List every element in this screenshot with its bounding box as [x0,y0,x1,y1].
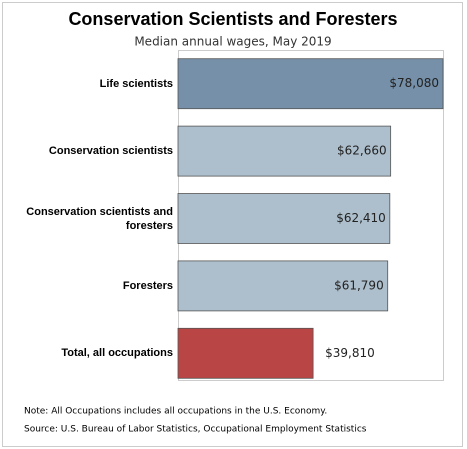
bar [177,193,391,244]
note: Source: U.S. Bureau of Labor Statistics,… [24,425,367,435]
value-label: $39,810 [325,346,375,360]
bar [177,260,389,312]
value-label: $62,410 [336,211,386,225]
value-label: $62,660 [337,144,387,158]
bar [177,125,392,177]
category-label: Life scientists [99,77,173,90]
value-label: $78,080 [389,76,439,90]
category-label: Foresters [122,279,173,292]
value-label: $61,790 [334,278,384,292]
category-label: Conservation scientists and foresters [26,205,173,232]
chart-title: Conservation Scientists and Foresters [68,9,397,29]
chart-subtitle: Median annual wages, May 2019 [134,35,331,49]
category-label: Conservation scientists [48,145,173,158]
bar [177,327,314,379]
category-label: Total, all occupations [61,347,173,360]
bar [177,58,444,110]
note: Note: All Occupations includes all occup… [24,407,327,417]
